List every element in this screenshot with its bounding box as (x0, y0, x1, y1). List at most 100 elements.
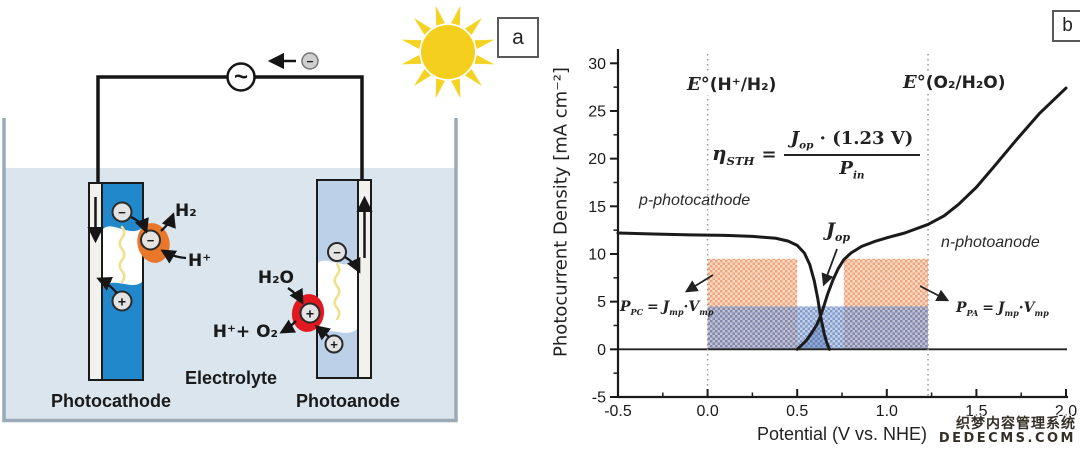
v-symbol: V (1023, 300, 1035, 316)
x-tick-label: 0.5 (786, 403, 808, 420)
watermark-line2: DEDECMS.COM (938, 431, 1076, 447)
n-photoanode-label: n-photoanode (941, 234, 1040, 251)
electron-sign: − (118, 205, 126, 220)
sun-ray (401, 39, 422, 49)
mp-subscript: mp (669, 306, 684, 317)
hole-transfer-arrow (96, 277, 118, 294)
curve-n-photoanode (795, 86, 1068, 351)
figure-panel-a: ~ − − − + H₂ H⁺ (2, 5, 539, 423)
o2-evolution-arrow (279, 319, 297, 334)
equals-sign: = (982, 300, 994, 316)
eta-subscript: STH (726, 154, 755, 169)
equals-sign: = (761, 144, 777, 166)
sun-icon (401, 5, 495, 99)
hole-icon (111, 290, 133, 312)
x-tick-label: 0.0 (696, 403, 718, 420)
pin-symbol: P (839, 157, 853, 179)
y-tick-label: 30 (588, 56, 606, 73)
panel-b-tag: b (1052, 10, 1080, 42)
sun-ray (451, 5, 461, 26)
electron-sign: − (147, 233, 155, 248)
h-plus-o2-label: H⁺+ O₂ (213, 322, 278, 342)
hole-sign: + (330, 337, 338, 352)
watermark: 织梦内容管理系统 DEDECMS.COM (938, 415, 1076, 447)
circuit-wire (96, 75, 364, 184)
x-tick-label: -0.5 (604, 403, 632, 420)
power-source-icon (226, 62, 256, 92)
x-tick-label: 2.0 (1055, 403, 1077, 420)
jv-chart: -0.5 0.0 0.5 1.0 1.5 2.0 -5 0 5 10 15 20 25 30 (588, 49, 1077, 420)
eta-symbol: η (712, 141, 727, 166)
sun-ray (474, 39, 495, 49)
mp-subscript: mp (1004, 307, 1019, 318)
y-axis-title: Photocurrent Density [mA cm⁻²] (550, 67, 572, 357)
photon-squiggle-icon (118, 225, 126, 284)
e0-o2-couple: (O₂/H₂O) (925, 73, 1006, 93)
jop-subscript: op (835, 230, 851, 244)
h2-evolution-arrow (160, 212, 176, 232)
sth-efficiency-equation: ηSTH = Jop · (1.23 V) Pin (712, 128, 921, 181)
tank (2, 118, 458, 423)
photocathode-label: Photocathode (51, 391, 171, 411)
y-tick-label: 5 (597, 294, 606, 311)
h-plus-label: H⁺ (188, 251, 211, 271)
ac-source-symbol: ~ (234, 64, 248, 91)
mp-subscript: mp (699, 306, 714, 317)
ppc-annotation: PPC = Jmp·Vmp (620, 298, 714, 317)
panel-a-tag-letter: a (512, 25, 524, 49)
jop-subscript: op (799, 139, 814, 152)
pa-subscript: PA (966, 307, 979, 318)
jop-annotation: Jop (826, 219, 850, 244)
e0-symbol: E° (903, 72, 926, 93)
dot-sign: · (683, 299, 689, 315)
hole-icon (299, 302, 321, 324)
sun-ray (465, 18, 482, 35)
h2o-label: H₂O (258, 268, 294, 288)
j-symbol: J (997, 300, 1005, 316)
e0-h2-annotation: E°(H⁺/H₂) (684, 74, 780, 95)
watermark-line1: 织梦内容管理系统 (956, 415, 1076, 432)
sun-ray (465, 69, 482, 86)
photon-squiggle-icon (333, 262, 341, 321)
photocathode-depletion-region (103, 226, 142, 287)
y-tick-label: -5 (592, 390, 606, 407)
electron-transfer-arrow (344, 256, 361, 274)
e0-symbol: E° (687, 74, 710, 95)
power-rectangle-overlap-band (707, 306, 929, 350)
pec-cell-schematic: ~ − − − + H₂ H⁺ (2, 5, 495, 423)
electron-icon (301, 52, 319, 70)
h2o-supply-arrow (287, 287, 304, 305)
h2-label: H₂ (175, 201, 197, 221)
v-symbol: V (688, 299, 700, 315)
equals-sign: = (646, 299, 659, 315)
sun-ray (474, 55, 495, 65)
curve-p-photocathode (616, 231, 831, 351)
jop-symbol: J (826, 219, 835, 241)
numerator-text: · (1.23 V) (813, 128, 914, 149)
panel-b-tag-letter: b (1062, 15, 1073, 36)
electron-sign: − (333, 245, 341, 260)
y-tick-label: 15 (588, 199, 606, 216)
hole-transfer-arrow (314, 325, 332, 341)
ppa-annotation: PPA = Jmp·Vmp (956, 299, 1049, 318)
pc-subscript: PC (630, 306, 644, 317)
electron-icon (140, 229, 161, 251)
panel-a-tag: a (497, 17, 539, 58)
electron-transfer-arrow (130, 215, 149, 234)
j-symbol: J (662, 299, 670, 315)
sun-ray (401, 55, 422, 65)
x-axis-title: Potential (V vs. NHE) (756, 424, 928, 444)
photoanode-substrate (357, 179, 372, 379)
electrolyte-liquid (5, 168, 455, 420)
sun-ray (414, 69, 431, 86)
y-tick-label: 0 (597, 342, 606, 359)
proton-arrow (160, 249, 187, 264)
p-symbol: P (956, 300, 967, 316)
mp-subscript: mp (1034, 307, 1049, 318)
sun-ray (435, 78, 445, 99)
jop-symbol: J (790, 128, 800, 149)
sun-ray (451, 78, 461, 99)
dot-sign: · (1018, 300, 1024, 316)
electrolyte-label: Electrolyte (185, 368, 277, 388)
